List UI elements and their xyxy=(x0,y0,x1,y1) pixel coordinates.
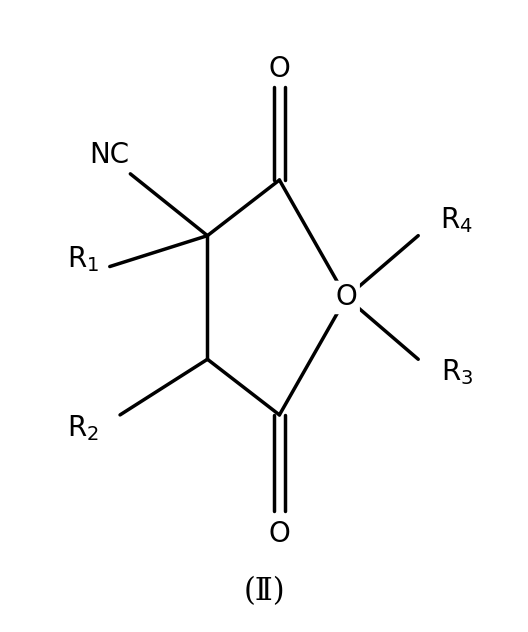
Text: O: O xyxy=(335,284,357,312)
Circle shape xyxy=(332,280,361,315)
Text: (Ⅱ): (Ⅱ) xyxy=(243,576,285,607)
Text: R$_1$: R$_1$ xyxy=(67,244,99,274)
Text: R$_2$: R$_2$ xyxy=(67,413,99,444)
Text: O: O xyxy=(269,520,290,547)
Text: R$_4$: R$_4$ xyxy=(440,205,473,235)
Text: NC: NC xyxy=(90,142,130,169)
Text: O: O xyxy=(269,55,290,83)
Text: R$_3$: R$_3$ xyxy=(440,356,473,387)
